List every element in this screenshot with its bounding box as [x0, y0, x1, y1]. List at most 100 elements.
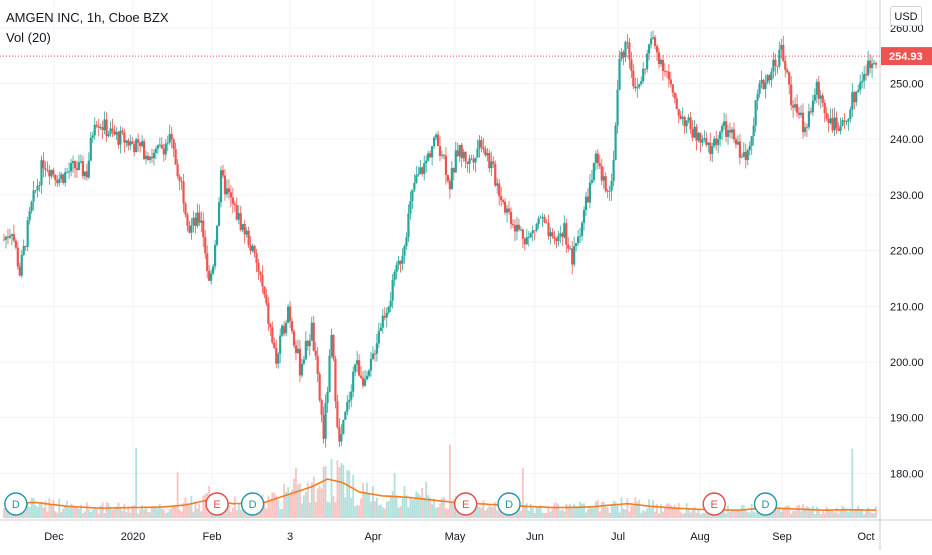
- candle-body: [756, 93, 759, 101]
- candle-body: [58, 179, 61, 184]
- candle-body: [308, 340, 311, 347]
- candle-body: [815, 81, 818, 95]
- candle-body: [237, 213, 240, 220]
- volume-bar: [691, 510, 694, 518]
- candle-body: [517, 224, 521, 230]
- volume-bar: [287, 487, 289, 518]
- volume-bar: [433, 498, 435, 518]
- volume-bar: [731, 509, 733, 518]
- volume-bar: [204, 494, 207, 518]
- volume-bar: [689, 512, 692, 518]
- dividend-marker-label: D: [505, 499, 513, 511]
- candle-body: [239, 213, 242, 231]
- volume-bar: [802, 504, 804, 518]
- volume-bar: [297, 484, 299, 518]
- candle-body: [460, 144, 463, 159]
- candle-body: [442, 154, 446, 156]
- volume-bar: [356, 504, 359, 518]
- volume-bar: [537, 506, 540, 518]
- volume-bar: [823, 513, 826, 518]
- candle-body: [397, 260, 400, 265]
- candle-body: [95, 124, 98, 127]
- candle-body: [64, 172, 67, 183]
- candle-body: [545, 222, 548, 224]
- candle-body: [164, 143, 167, 155]
- candle-body: [480, 140, 483, 148]
- candle-body: [432, 137, 436, 147]
- candle-body: [819, 95, 822, 99]
- volume-bar: [295, 468, 297, 518]
- candle-body: [334, 358, 337, 402]
- candle-body: [573, 246, 576, 265]
- candle-body: [383, 315, 386, 318]
- volume-bar: [366, 482, 368, 518]
- candle-body: [142, 141, 146, 160]
- candle-body: [809, 111, 812, 113]
- candle-body: [194, 217, 197, 226]
- volume-bar: [401, 496, 404, 518]
- volume-bar: [387, 501, 390, 518]
- volume-bar: [867, 507, 870, 518]
- volume-bar: [737, 510, 739, 518]
- volume-bar: [320, 488, 323, 518]
- candle-body: [148, 156, 152, 160]
- volume-bar: [790, 513, 793, 518]
- volume-bar: [192, 511, 195, 518]
- candle-body: [26, 220, 29, 247]
- candle-body: [381, 315, 384, 328]
- candle-body: [794, 104, 797, 108]
- candle-body: [210, 273, 213, 281]
- candle-body: [139, 142, 142, 147]
- volume-bar: [352, 474, 355, 518]
- volume-bar: [616, 505, 619, 518]
- volume-bar: [283, 483, 286, 518]
- volume-bar: [113, 509, 116, 518]
- candle-body: [490, 161, 493, 169]
- candle-body: [713, 138, 716, 147]
- candle-body: [736, 141, 740, 145]
- candle-body: [99, 127, 102, 128]
- volume-bar: [774, 507, 777, 518]
- candle-body: [468, 158, 471, 164]
- candle-body: [20, 254, 23, 276]
- candle-body: [10, 234, 13, 236]
- volume-bar: [340, 463, 343, 518]
- volume-bar: [478, 507, 481, 518]
- volume-bar: [796, 505, 798, 518]
- candle-body: [575, 243, 578, 247]
- volume-bar: [30, 497, 33, 518]
- candle-body: [413, 182, 416, 190]
- candle-body: [281, 325, 284, 336]
- candle-body: [328, 355, 331, 392]
- candle-body: [50, 169, 53, 177]
- volume-bar: [143, 509, 145, 518]
- volume-bar: [125, 511, 128, 518]
- candle-body: [152, 152, 156, 159]
- candle-body: [608, 190, 611, 192]
- volume-bar: [190, 495, 193, 518]
- volume-bar: [336, 460, 339, 518]
- candle-body: [634, 86, 637, 89]
- volume-bar: [585, 512, 587, 518]
- volume-bar: [634, 497, 637, 518]
- volume-bar: [291, 489, 293, 518]
- volume-bar: [338, 467, 341, 518]
- candle-body: [707, 142, 710, 145]
- volume-bar: [80, 504, 82, 518]
- y-tick-label: 190.00: [890, 413, 924, 425]
- volume-bar: [158, 504, 161, 518]
- candle-body: [117, 132, 120, 145]
- candle-body: [68, 171, 71, 173]
- candle-body: [687, 117, 690, 121]
- candle-body: [306, 340, 309, 347]
- candle-body: [371, 353, 375, 359]
- volume-bar: [155, 508, 157, 518]
- currency-button[interactable]: USD: [890, 6, 922, 26]
- candle-body: [342, 419, 345, 435]
- volume-bar: [839, 509, 842, 518]
- volume-bar: [271, 492, 274, 518]
- volume-bar: [484, 510, 487, 518]
- volume-bar: [569, 503, 572, 518]
